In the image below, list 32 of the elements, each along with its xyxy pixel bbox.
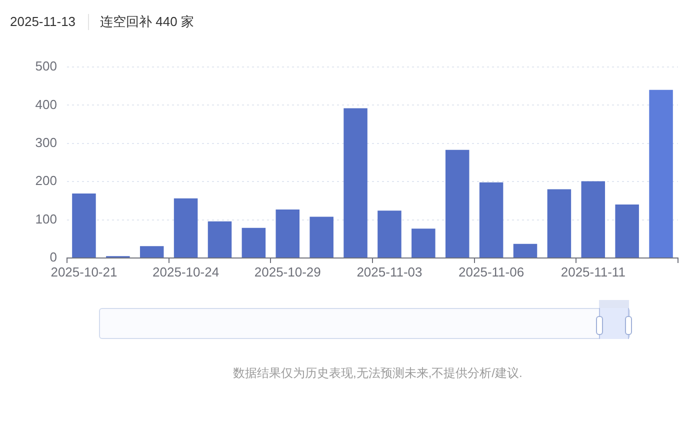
y-tick-label: 100	[35, 211, 57, 226]
x-tick-label: 2025-11-11	[560, 264, 626, 280]
bar	[479, 182, 504, 258]
bar	[208, 221, 232, 258]
bar	[242, 228, 266, 258]
y-tick-label: 0	[50, 250, 57, 265]
chart-subtitle: 连空回补 440 家	[100, 13, 194, 31]
y-tick-label: 200	[35, 173, 57, 188]
x-tick-label: 2025-10-29	[254, 264, 321, 280]
bar	[547, 189, 572, 258]
x-tick-label: 2025-11-03	[356, 264, 422, 280]
bar	[378, 210, 402, 258]
bar	[276, 209, 300, 258]
x-tick-label: 2025-10-24	[152, 264, 220, 280]
bar	[649, 90, 673, 258]
bar	[615, 204, 639, 258]
bar	[140, 246, 164, 258]
bar	[513, 244, 538, 258]
bar	[581, 181, 606, 258]
bar	[412, 228, 436, 258]
y-tick-label: 300	[35, 134, 57, 150]
text: 数据结果仅为历史表现,无法预测未来,不提供分析/建议.	[233, 365, 522, 382]
x-tick-label: 2025-10-21	[50, 264, 118, 280]
x-tick-label: 2025-11-06	[458, 264, 524, 280]
bar	[344, 108, 368, 258]
bar	[445, 150, 470, 258]
bar	[174, 198, 198, 258]
y-tick-label: 400	[35, 96, 57, 112]
y-tick-label: 500	[35, 58, 57, 74]
chart-title: 2025-11-13	[10, 13, 76, 31]
bar	[72, 193, 96, 258]
bar	[310, 216, 334, 258]
